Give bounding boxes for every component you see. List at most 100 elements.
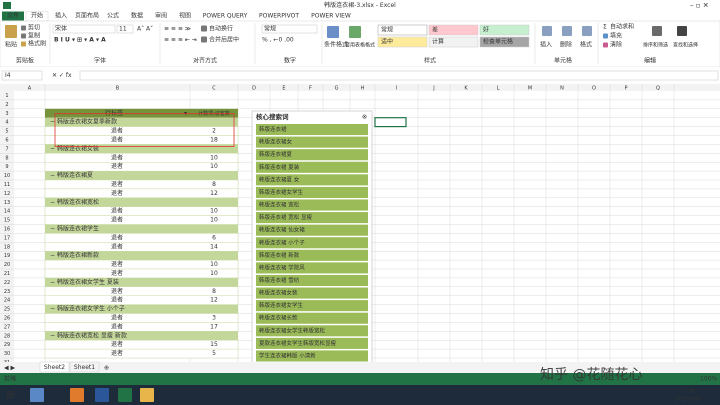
pivot-group-label[interactable]: 韩版连衣裙女装 xyxy=(57,144,99,152)
pivot-group-label[interactable]: 韩版连衣裙学生 xyxy=(57,224,99,232)
ribbon-label[interactable]: 排序和筛选 xyxy=(643,42,668,49)
slicer-item[interactable] xyxy=(256,199,368,211)
column-header[interactable]: J xyxy=(432,85,434,91)
row-header[interactable]: 9 xyxy=(5,164,8,170)
row-header[interactable]: 13 xyxy=(4,200,10,206)
column-header[interactable]: F xyxy=(309,85,312,91)
find-icon[interactable] xyxy=(677,26,687,36)
ribbon-label[interactable]: 清除 xyxy=(610,41,622,49)
ribbon-icon[interactable] xyxy=(201,25,207,32)
collapse-icon[interactable]: − xyxy=(50,225,55,232)
pivot-group-label[interactable]: 韩版连衣裙夏 xyxy=(57,171,93,179)
ribbon-label[interactable]: 11 xyxy=(119,26,127,33)
sheet-tab[interactable] xyxy=(39,361,70,373)
row-header[interactable]: 30 xyxy=(4,351,10,357)
align-buttons[interactable]: ≡ ≡ ≡ ≫ xyxy=(164,26,191,33)
slicer-item[interactable] xyxy=(256,350,368,362)
slicer-item[interactable] xyxy=(256,300,368,312)
column-header[interactable]: Q xyxy=(656,85,660,91)
formula-input[interactable] xyxy=(79,70,719,81)
row-header[interactable]: 28 xyxy=(4,333,10,339)
ribbon-icon[interactable] xyxy=(21,33,26,39)
ribbon-tab[interactable]: 页面布局 xyxy=(75,12,99,20)
number-format-box[interactable] xyxy=(261,24,318,34)
row-header[interactable]: 22 xyxy=(4,280,10,286)
slicer-item[interactable] xyxy=(256,174,368,186)
cell-style[interactable] xyxy=(377,24,428,36)
row-header[interactable]: 16 xyxy=(4,226,10,232)
pivot-group-label[interactable]: 韩版连衣裙女夏季新款 xyxy=(57,118,117,126)
slicer-item[interactable] xyxy=(256,149,368,161)
pivot-group-label[interactable]: 韩版连衣裙宽松 显瘦 新款 xyxy=(57,331,127,339)
sheet-tab[interactable] xyxy=(69,361,100,373)
slicer-item[interactable] xyxy=(256,161,368,173)
window-controls[interactable]: – ▫ ✕ xyxy=(690,2,709,10)
column-header[interactable]: L xyxy=(497,85,500,91)
column-header[interactable]: O xyxy=(592,85,596,91)
cells-icon[interactable] xyxy=(542,26,552,36)
ribbon-icon[interactable] xyxy=(603,42,608,48)
row-header[interactable]: 24 xyxy=(4,298,10,304)
pivot-group-label[interactable]: 韩版连衣裙女学生 小个子 xyxy=(57,305,125,313)
ribbon-tab[interactable]: 公式 xyxy=(107,12,119,20)
row-header[interactable]: 7 xyxy=(5,146,8,152)
collapse-icon[interactable]: − xyxy=(50,119,55,126)
row-header[interactable]: 6 xyxy=(5,137,8,143)
sheet-nav[interactable]: ◀ ▶ xyxy=(4,365,16,372)
cell-style[interactable] xyxy=(479,36,530,48)
taskbar-app[interactable] xyxy=(140,388,154,402)
taskbar-app[interactable] xyxy=(95,388,109,402)
cells-icon[interactable] xyxy=(582,26,592,36)
collapse-icon[interactable]: − xyxy=(50,199,55,206)
ribbon-label[interactable]: 填充 xyxy=(610,32,622,40)
ribbon-icon[interactable] xyxy=(21,41,26,47)
ribbon-label[interactable]: 插入 xyxy=(540,41,552,49)
row-header[interactable]: 18 xyxy=(4,244,10,250)
row-header[interactable]: 23 xyxy=(4,289,10,295)
slicer-item[interactable] xyxy=(256,262,368,274)
column-header[interactable]: G xyxy=(335,85,339,91)
font-grow[interactable]: A˄ A˅ xyxy=(137,26,153,33)
collapse-icon[interactable]: − xyxy=(50,279,55,286)
ribbon-icon[interactable] xyxy=(21,25,26,31)
slicer-item[interactable] xyxy=(256,325,368,337)
sort-icon[interactable] xyxy=(652,26,662,36)
slicer-item[interactable] xyxy=(256,337,368,349)
column-header[interactable]: K xyxy=(464,85,468,91)
row-header[interactable]: 4 xyxy=(5,120,8,126)
column-header[interactable]: M xyxy=(528,85,532,91)
ribbon-label[interactable]: 条件格式 xyxy=(324,41,348,49)
formula-icons[interactable]: ✕ ✓ fx xyxy=(52,72,72,79)
row-header[interactable]: 21 xyxy=(4,271,10,277)
row-header[interactable]: 1 xyxy=(5,93,8,99)
cell-style[interactable] xyxy=(479,24,530,36)
row-header[interactable]: 20 xyxy=(4,262,10,268)
pivot-group-label[interactable]: 韩版连衣裙女学生 夏装 xyxy=(57,278,119,286)
slicer-item[interactable] xyxy=(256,249,368,261)
start-button[interactable]: ⊞ xyxy=(6,390,14,401)
ribbon-tab[interactable]: 开始 xyxy=(31,12,43,20)
row-header[interactable]: 15 xyxy=(4,218,10,224)
ribbon-label[interactable]: 合并后居中 xyxy=(209,36,239,44)
column-header[interactable]: D xyxy=(252,85,256,91)
column-header[interactable]: C xyxy=(212,85,216,91)
conditional-format-icon[interactable] xyxy=(327,26,339,38)
number-buttons[interactable]: % , ←0 .00 xyxy=(262,37,294,44)
column-header[interactable]: P xyxy=(624,85,627,91)
font-name-box[interactable] xyxy=(52,24,116,34)
ribbon-tab[interactable]: 文件 xyxy=(7,12,19,20)
slicer-item[interactable] xyxy=(256,186,368,198)
ribbon-tab[interactable]: 数据 xyxy=(131,12,143,20)
ribbon-tab[interactable]: POWER VIEW xyxy=(311,13,351,20)
ribbon-tab[interactable]: POWER QUERY xyxy=(203,13,248,20)
ribbon-label[interactable]: 常规 xyxy=(264,25,276,33)
row-header[interactable]: 3 xyxy=(5,111,8,117)
ribbon-icon[interactable] xyxy=(201,36,207,43)
ribbon-label[interactable]: 格式刷 xyxy=(28,40,46,48)
ribbon-label[interactable]: 格式 xyxy=(580,41,592,49)
row-header[interactable]: 2 xyxy=(5,102,8,108)
name-box[interactable] xyxy=(1,70,43,81)
slicer-clear[interactable]: ⊗ xyxy=(362,114,367,121)
row-header[interactable]: 8 xyxy=(5,155,8,161)
table-format-icon[interactable] xyxy=(349,26,361,38)
